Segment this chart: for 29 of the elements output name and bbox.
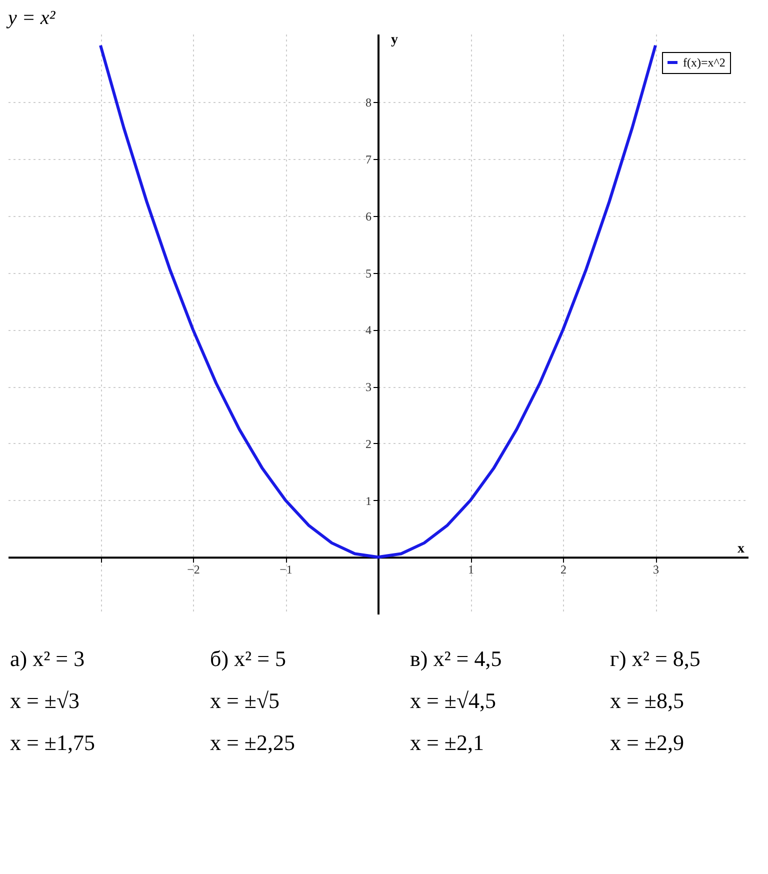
- text: б) x² = 5: [210, 646, 286, 671]
- text: x = ±√4,5: [410, 688, 496, 713]
- text: а) x² = 3: [10, 646, 85, 671]
- y-tick-label: 5: [366, 266, 372, 280]
- text: x = ±√3: [10, 688, 80, 713]
- text: x = ±1,75: [10, 730, 95, 755]
- text: в) x² = 4,5: [410, 646, 502, 671]
- text: x = ±8,5: [610, 688, 684, 713]
- y-tick-label: 7: [366, 152, 372, 167]
- x-tick-label: 3: [653, 562, 659, 577]
- x-tick-label: 1: [468, 562, 474, 577]
- y-tick-label: 2: [366, 436, 372, 451]
- legend-label: f(x)=x^2: [683, 56, 726, 70]
- text: x = ±2,9: [610, 730, 684, 755]
- x-tick-label: −1: [280, 562, 292, 577]
- y-tick-label: 6: [366, 209, 372, 224]
- text: x = ±2,25: [210, 730, 295, 755]
- text: x = ±√5: [210, 688, 280, 713]
- text: г) x² = 8,5: [610, 646, 700, 671]
- y-tick-label: 4: [366, 323, 372, 338]
- y-axis-title: y: [391, 32, 398, 48]
- text: x = ±2,1: [410, 730, 484, 755]
- y-tick-label: 1: [366, 494, 372, 508]
- x-axis-title: x: [738, 542, 744, 557]
- x-tick-label: 2: [560, 562, 566, 577]
- chart-title: y = x²: [6, 7, 56, 29]
- x-tick-label: −2: [187, 562, 200, 577]
- y-tick-label: 8: [366, 96, 372, 110]
- y-tick-label: 3: [366, 380, 372, 394]
